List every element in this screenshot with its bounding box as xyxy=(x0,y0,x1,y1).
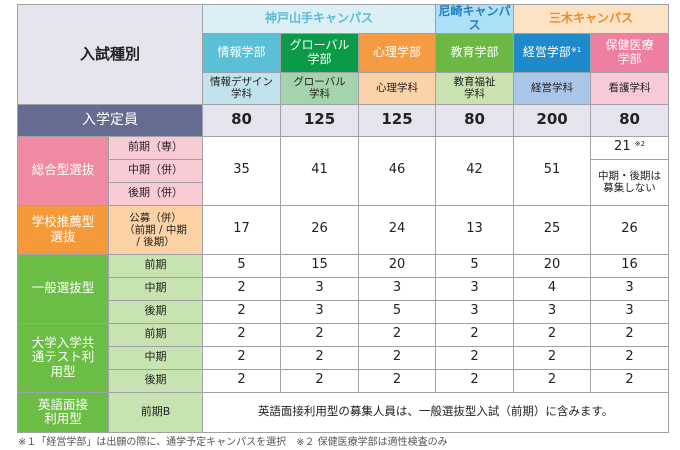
value: 3 xyxy=(435,276,515,301)
value: 2 xyxy=(358,322,437,347)
period: 公募（併）（前期 / 中期 / 後期） xyxy=(107,204,204,255)
period: 中期 xyxy=(107,276,204,301)
value: 21 ※2 xyxy=(590,135,670,160)
value: 5 xyxy=(358,299,437,324)
capacity: 125 xyxy=(280,103,360,137)
value: 2 xyxy=(435,345,515,370)
suisen-label: 学校推薦型選抜 xyxy=(17,204,109,255)
period: 中期（併） xyxy=(107,158,204,183)
value: 46 xyxy=(358,135,437,206)
value: 2 xyxy=(513,368,592,393)
faculty: 経営学部※1 xyxy=(513,32,592,73)
value: 24 xyxy=(358,204,437,255)
enrollment-label: 入学定員 xyxy=(16,103,204,137)
period: 前期B xyxy=(107,391,204,433)
value: 2 xyxy=(358,345,437,370)
major: 看護学科 xyxy=(590,71,670,105)
value: 15 xyxy=(280,253,360,278)
value: 3 xyxy=(358,276,437,301)
footnote: ※１「経営学部」は出願の際に、通学予定キャンパスを選択 ※２ 保健医療学部は適性… xyxy=(18,437,448,448)
health-note: 中期・後期は募集しない xyxy=(590,158,670,206)
campus-miki: 三木キャンパス xyxy=(513,4,670,34)
capacity: 125 xyxy=(358,103,437,137)
value: 2 xyxy=(280,322,360,347)
major: 心理学科 xyxy=(358,71,437,105)
value: 3 xyxy=(513,299,592,324)
capacity: 200 xyxy=(513,103,592,137)
value: 5 xyxy=(202,253,282,278)
faculty: 心理学部 xyxy=(358,32,437,73)
value: 2 xyxy=(202,299,282,324)
faculty: 情報学部 xyxy=(202,32,282,73)
value: 2 xyxy=(280,368,360,393)
campus-amagasaki: 尼崎キャンパス xyxy=(435,4,515,34)
major: グローバル 学科 xyxy=(280,71,360,105)
value: 17 xyxy=(202,204,282,255)
eigo-note: 英語面接利用型の募集人員は、一般選抜型入試（前期）に含みます。 xyxy=(202,391,670,433)
capacity: 80 xyxy=(435,103,515,137)
period: 中期 xyxy=(107,345,204,370)
period: 前期 xyxy=(107,322,204,347)
value: 2 xyxy=(202,345,282,370)
value: 2 xyxy=(590,368,670,393)
exam-type-header: 入試種別 xyxy=(16,4,204,105)
value: 41 xyxy=(280,135,360,206)
value: 26 xyxy=(590,204,670,255)
value: 2 xyxy=(435,322,515,347)
value: 13 xyxy=(435,204,515,255)
period: 後期（併） xyxy=(107,181,204,206)
major: 経営学科 xyxy=(513,71,592,105)
eigo-label: 英語面接利用型 xyxy=(17,391,109,433)
kyotsu-label: 大学入学共通テスト利用型 xyxy=(17,322,109,393)
value: 42 xyxy=(435,135,515,206)
value: 5 xyxy=(435,253,515,278)
value: 3 xyxy=(590,299,670,324)
major: 情報デザイン 学科 xyxy=(202,71,282,105)
value: 25 xyxy=(513,204,592,255)
value: 2 xyxy=(358,368,437,393)
period: 後期 xyxy=(107,368,204,393)
period: 前期 xyxy=(107,253,204,278)
value: 51 xyxy=(513,135,592,206)
faculty: 保健医療 学部 xyxy=(590,32,670,73)
faculty: グローバル 学部 xyxy=(280,32,360,73)
value: 2 xyxy=(590,345,670,370)
value: 2 xyxy=(202,276,282,301)
faculty: 教育学部 xyxy=(435,32,515,73)
value: 4 xyxy=(513,276,592,301)
value: 3 xyxy=(590,276,670,301)
value: 2 xyxy=(590,322,670,347)
major: 教育福祉 学科 xyxy=(435,71,515,105)
period: 前期（専） xyxy=(107,135,204,160)
value: 2 xyxy=(435,368,515,393)
value: 2 xyxy=(513,345,592,370)
capacity: 80 xyxy=(590,103,670,137)
value: 20 xyxy=(358,253,437,278)
campus-kobe: 神戸山手キャンパス xyxy=(202,4,437,34)
value: 35 xyxy=(202,135,282,206)
value: 16 xyxy=(590,253,670,278)
ippan-label: 一般選抜型 xyxy=(17,253,109,324)
value: 2 xyxy=(202,368,282,393)
period: 後期 xyxy=(107,299,204,324)
sogo-label: 総合型選抜 xyxy=(17,135,109,206)
value: 2 xyxy=(513,322,592,347)
value: 20 xyxy=(513,253,592,278)
value: 2 xyxy=(280,345,360,370)
value: 26 xyxy=(280,204,360,255)
value: 3 xyxy=(280,276,360,301)
value: 3 xyxy=(435,299,515,324)
value: 3 xyxy=(280,299,360,324)
admissions-table: 入試種別 神戸山手キャンパス 尼崎キャンパス 三木キャンパス 情報学部 グローバ… xyxy=(16,4,670,433)
capacity: 80 xyxy=(202,103,282,137)
value: 2 xyxy=(202,322,282,347)
